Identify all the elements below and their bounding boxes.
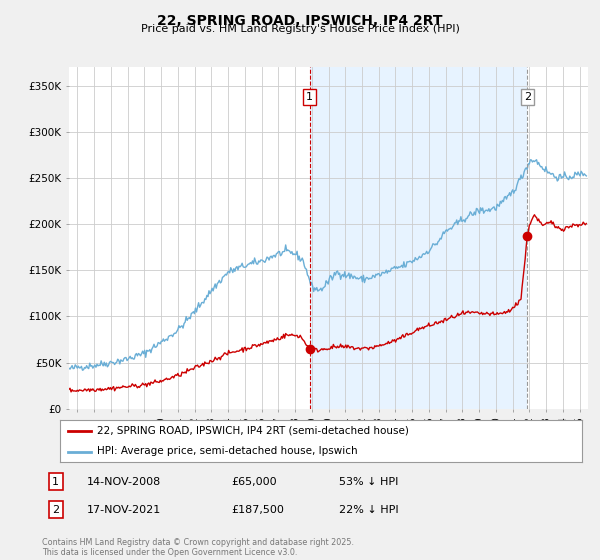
Text: Price paid vs. HM Land Registry's House Price Index (HPI): Price paid vs. HM Land Registry's House … bbox=[140, 24, 460, 34]
Text: 2: 2 bbox=[52, 505, 59, 515]
Text: £65,000: £65,000 bbox=[231, 477, 277, 487]
Text: 22, SPRING ROAD, IPSWICH, IP4 2RT (semi-detached house): 22, SPRING ROAD, IPSWICH, IP4 2RT (semi-… bbox=[97, 426, 409, 436]
Text: 53% ↓ HPI: 53% ↓ HPI bbox=[339, 477, 398, 487]
Bar bbox=[310, 67, 527, 409]
Text: 14-NOV-2008: 14-NOV-2008 bbox=[87, 477, 161, 487]
Text: 22% ↓ HPI: 22% ↓ HPI bbox=[339, 505, 398, 515]
Text: 1: 1 bbox=[306, 92, 313, 102]
Text: 17-NOV-2021: 17-NOV-2021 bbox=[87, 505, 161, 515]
Text: 1: 1 bbox=[52, 477, 59, 487]
Text: 2: 2 bbox=[524, 92, 531, 102]
Text: £187,500: £187,500 bbox=[231, 505, 284, 515]
Text: Contains HM Land Registry data © Crown copyright and database right 2025.
This d: Contains HM Land Registry data © Crown c… bbox=[42, 538, 354, 557]
Text: HPI: Average price, semi-detached house, Ipswich: HPI: Average price, semi-detached house,… bbox=[97, 446, 357, 456]
Text: 22, SPRING ROAD, IPSWICH, IP4 2RT: 22, SPRING ROAD, IPSWICH, IP4 2RT bbox=[157, 14, 443, 28]
